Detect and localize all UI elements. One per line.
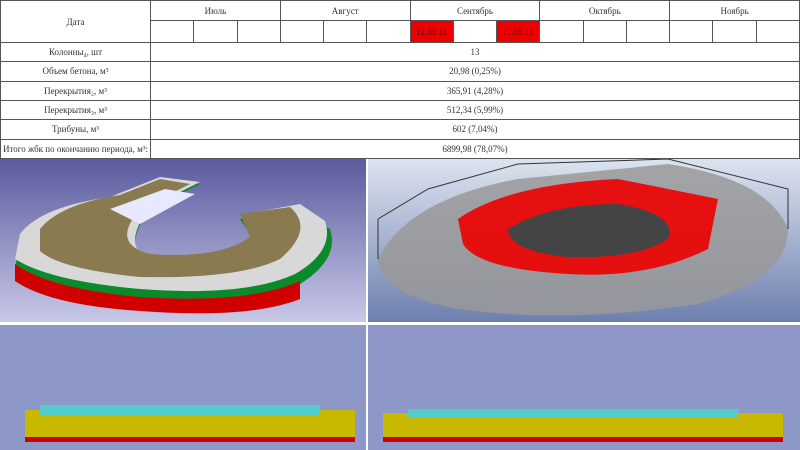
row-label: Объем бетона, м³ — [0, 61, 151, 82]
marked-date: 11.09.11 — [496, 20, 541, 43]
row-value: 365,91 (4,28%) — [150, 80, 800, 101]
week-cell — [625, 20, 671, 43]
week-cell — [236, 20, 281, 43]
elevation-left — [0, 325, 366, 450]
week-cell — [452, 20, 498, 43]
month-header: Октябрь — [539, 0, 671, 21]
week-cell — [279, 20, 325, 43]
week-cell — [539, 20, 584, 43]
model-3d-left — [0, 159, 366, 322]
schedule-table: Дата Июль Август Сентябрь Октябрь Ноябрь 11.09… — [0, 0, 800, 160]
week-cell — [755, 20, 800, 43]
week-cell — [366, 20, 411, 43]
row-label: Перекрытия₃, м³ — [0, 99, 151, 121]
week-cell — [149, 20, 195, 43]
month-header: Сентябрь — [409, 0, 541, 21]
month-header: Август — [279, 0, 411, 21]
week-cell — [712, 20, 757, 43]
month-header: Ноябрь — [669, 0, 800, 21]
marked-date: 11.09.11 — [409, 20, 454, 43]
week-cell — [323, 20, 368, 43]
row-value: 20,98 (0,25%) — [150, 61, 800, 82]
row-value: 602 (7,04%) — [150, 119, 800, 140]
week-cell — [193, 20, 238, 43]
elevation-right — [368, 325, 800, 450]
date-header: Дата — [0, 0, 151, 43]
week-cell — [582, 20, 627, 43]
row-value: 6899,98 (78,07%) — [150, 138, 800, 160]
model-3d-right — [368, 159, 800, 322]
row-value: 512,34 (5,99%) — [150, 99, 800, 121]
month-header: Июль — [150, 0, 281, 21]
week-cell — [669, 20, 714, 43]
row-value: 13 — [150, 41, 800, 63]
row-label: Трибуны, м³ — [0, 119, 151, 140]
row-label: Перекрытия₂, м³ — [0, 80, 151, 101]
row-label: Колонны₄, шт — [0, 41, 151, 63]
row-label: Итого жбк по окончанию периода, м³: — [0, 138, 151, 160]
